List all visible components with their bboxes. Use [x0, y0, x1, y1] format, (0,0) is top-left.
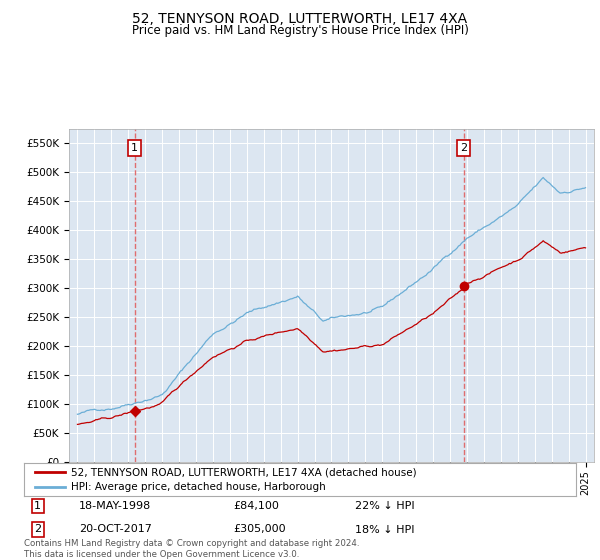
Text: 18-MAY-1998: 18-MAY-1998 [79, 501, 151, 511]
Text: £305,000: £305,000 [234, 525, 286, 534]
Text: 22% ↓ HPI: 22% ↓ HPI [355, 501, 415, 511]
Text: 2: 2 [34, 525, 41, 534]
Text: 1: 1 [34, 501, 41, 511]
Text: 1: 1 [131, 143, 138, 153]
Text: £84,100: £84,100 [234, 501, 280, 511]
Text: 52, TENNYSON ROAD, LUTTERWORTH, LE17 4XA (detached house): 52, TENNYSON ROAD, LUTTERWORTH, LE17 4XA… [71, 467, 416, 477]
Text: 20-OCT-2017: 20-OCT-2017 [79, 525, 152, 534]
Text: Contains HM Land Registry data © Crown copyright and database right 2024.
This d: Contains HM Land Registry data © Crown c… [24, 539, 359, 559]
Text: HPI: Average price, detached house, Harborough: HPI: Average price, detached house, Harb… [71, 483, 326, 492]
Text: Price paid vs. HM Land Registry's House Price Index (HPI): Price paid vs. HM Land Registry's House … [131, 24, 469, 36]
Text: 18% ↓ HPI: 18% ↓ HPI [355, 525, 415, 534]
Text: 52, TENNYSON ROAD, LUTTERWORTH, LE17 4XA: 52, TENNYSON ROAD, LUTTERWORTH, LE17 4XA [133, 12, 467, 26]
Text: 2: 2 [460, 143, 467, 153]
